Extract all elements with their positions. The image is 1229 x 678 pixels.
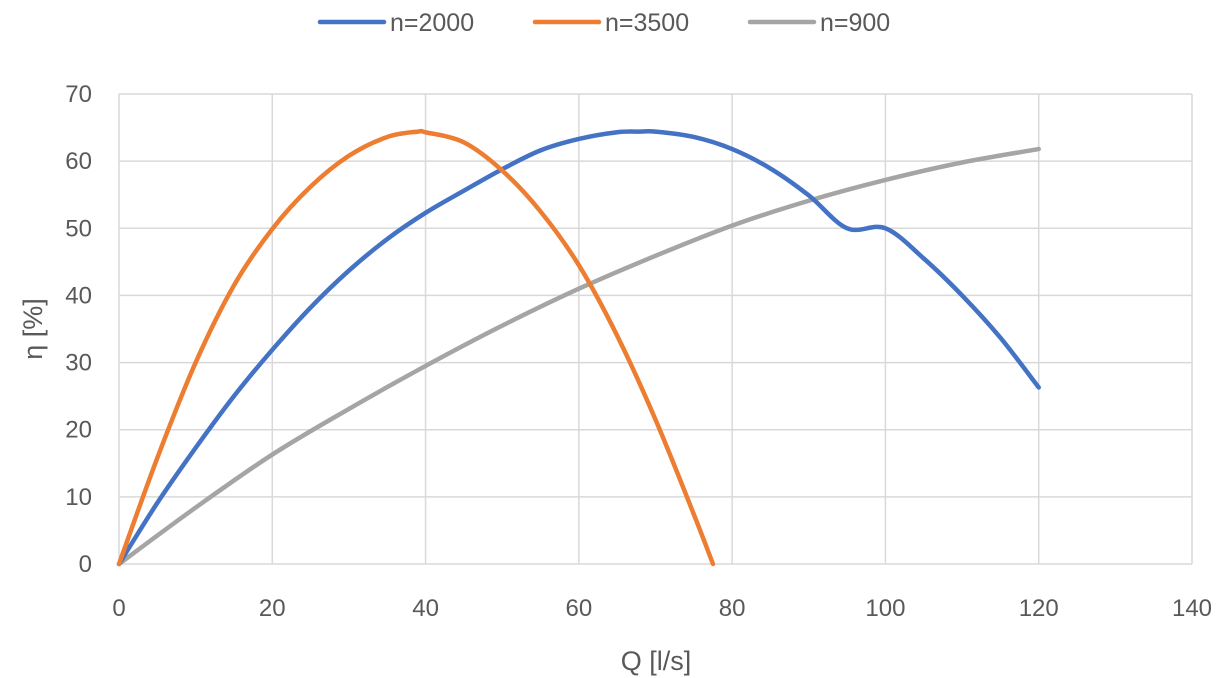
legend-label-0: n=2000 bbox=[390, 9, 474, 37]
y-tick-label-3: 30 bbox=[65, 350, 92, 377]
x-tick-label-5: 100 bbox=[865, 595, 905, 622]
series-lines bbox=[116, 128, 1041, 567]
x-tick-label-0: 0 bbox=[112, 595, 125, 622]
legend-label-1: n=3500 bbox=[605, 9, 689, 37]
series-line-n=3500 bbox=[116, 128, 716, 567]
legend-label-2: n=900 bbox=[820, 9, 890, 37]
y-axis-tick-labels: 0 10 20 30 40 50 60 70 bbox=[65, 81, 92, 578]
y-tick-label-6: 60 bbox=[65, 148, 92, 175]
series-line-n=900 bbox=[116, 146, 1041, 567]
y-tick-label-1: 10 bbox=[65, 484, 92, 511]
gridlines bbox=[118, 93, 1193, 565]
x-axis-title: Q [l/s] bbox=[621, 646, 692, 676]
x-tick-label-7: 140 bbox=[1172, 595, 1212, 622]
y-tick-label-4: 40 bbox=[65, 282, 92, 309]
legend: n=2000 n=3500 n=900 bbox=[317, 9, 890, 37]
x-tick-label-3: 60 bbox=[566, 595, 593, 622]
x-tick-label-6: 120 bbox=[1019, 595, 1059, 622]
y-tick-label-5: 50 bbox=[65, 215, 92, 242]
x-axis-tick-labels: 0 20 40 60 80 100 120 140 bbox=[112, 595, 1212, 622]
x-tick-label-2: 40 bbox=[412, 595, 439, 622]
y-tick-label-2: 20 bbox=[65, 417, 92, 444]
y-axis-title: η [%] bbox=[18, 298, 48, 360]
y-tick-label-0: 0 bbox=[79, 551, 92, 578]
x-tick-label-4: 80 bbox=[719, 595, 746, 622]
x-tick-label-1: 20 bbox=[259, 595, 286, 622]
series-line-n=2000 bbox=[116, 128, 1041, 567]
y-tick-label-7: 70 bbox=[65, 81, 92, 108]
